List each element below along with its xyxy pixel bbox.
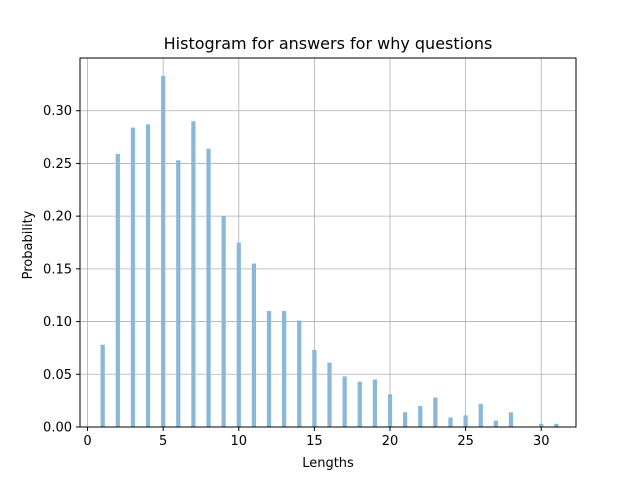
histogram-bar [130,127,136,427]
histogram-bar [418,405,423,427]
histogram-bar [478,403,483,427]
plot-frame [79,57,577,428]
bars-group [100,75,559,428]
y-tick-label: 0.25 [43,157,72,172]
histogram-bar [282,311,287,427]
histogram-bar [221,216,226,427]
histogram-bar [539,423,544,427]
histogram-bar [266,311,272,427]
y-tick-label: 0.15 [43,262,72,277]
histogram-bar [463,415,468,427]
y-axis-title: Probability [21,210,36,279]
histogram-bar [493,420,498,427]
x-tick-label: 20 [382,434,399,449]
histogram-bar [372,379,377,427]
y-tick-label: 0.30 [43,104,72,119]
histogram-bar [100,344,105,427]
x-axis-title: Lengths [302,456,354,471]
x-axis-ticks: 0 5 10 15 20 25 30 [83,427,549,449]
histogram-bar [357,381,362,427]
y-tick-label: 0.20 [43,210,72,225]
x-tick-label: 0 [83,434,91,449]
histogram-bar [448,417,453,427]
y-tick-label: 0.10 [43,315,72,330]
histogram-bar [161,75,166,428]
histogram-bar [387,394,393,427]
y-tick-label: 0.05 [43,368,72,383]
histogram-bar [342,376,347,427]
histogram-bar [191,121,196,427]
x-tick-label: 25 [457,434,474,449]
x-tick-label: 5 [159,434,167,449]
histogram-bar [312,350,317,427]
histogram-bar [327,362,332,427]
histogram-bar [403,412,408,427]
histogram-bar [508,412,514,427]
histogram-bar [145,124,151,428]
histogram-bar [176,160,181,427]
histogram-bar [236,242,241,427]
histogram-bar [206,148,211,427]
x-tick-label: 10 [231,434,248,449]
y-axis-ticks: 0.00 0.05 0.10 0.15 0.20 0.25 0.30 [43,104,80,436]
histogram-bar [554,423,559,427]
histogram-bar [251,263,257,427]
chart-title: Histogram for answers for why questions [164,34,493,53]
y-tick-label: 0.00 [43,421,72,436]
histogram-bar [433,397,438,427]
histogram-bar [297,320,302,427]
x-tick-label: 30 [533,434,550,449]
histogram-bar [115,153,120,427]
x-tick-label: 15 [306,434,323,449]
